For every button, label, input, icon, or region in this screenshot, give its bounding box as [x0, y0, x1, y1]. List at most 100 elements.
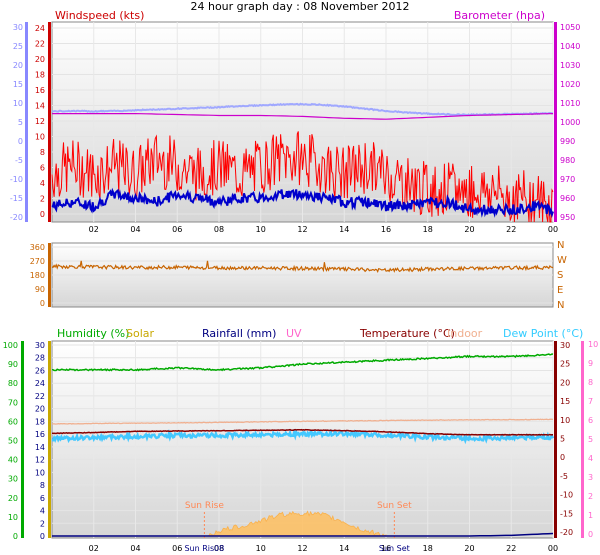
direction-left-axis-bar	[48, 243, 51, 307]
barometer-tick: 1020	[560, 80, 580, 89]
windspeed-tick: 6	[40, 164, 45, 173]
direction-grid	[52, 246, 553, 304]
secondary-tick: 18	[35, 417, 45, 426]
wind-hour-ticks: 02 04 06 08 10 12 14 16 18 20 22 00	[89, 225, 558, 234]
humidity-tick: 70	[8, 398, 18, 407]
barometer-tick: 970	[560, 175, 575, 184]
temperature-ticks: 30 25 20 15 10 5 0 -5 -10 -15 -20	[560, 341, 573, 537]
barometer-tick: 980	[560, 156, 575, 165]
uv-tick: 10	[588, 340, 598, 349]
sunset-axis-label: Sun Set	[379, 544, 410, 553]
humidity-left-axis-bar	[21, 341, 24, 538]
hour-tick: 14	[339, 544, 349, 553]
secondary-tick: 6	[40, 494, 45, 503]
windspeed-tick: 20	[35, 55, 45, 64]
temperature-tick: 5	[560, 435, 565, 444]
secondary-left-axis-bar	[48, 341, 51, 538]
sunrise-label: Sun Rise	[185, 501, 224, 511]
temperature-tick: -15	[560, 509, 573, 518]
temp-scale-tick: 25	[13, 42, 23, 51]
direction-tick: 270	[30, 257, 45, 266]
humidity-tick: 0	[13, 532, 18, 541]
barometer-ticks: 1050 1040 1030 1020 1010 1000 990 980 970 960 950	[560, 23, 580, 222]
temp-left-axis-bar	[25, 22, 28, 222]
uv-tick: 8	[588, 378, 593, 387]
barometer-tick: 950	[560, 213, 575, 222]
temperature-tick: 30	[560, 341, 570, 350]
compass-tick: N	[557, 300, 564, 311]
windspeed-tick: 2	[40, 195, 45, 204]
temp-scale-tick: -5	[15, 156, 23, 165]
secondary-tick: 24	[35, 379, 45, 388]
wind-baro-panel: Windspeed (kts) Barometer (hpa) 30252015…	[10, 9, 580, 234]
hour-tick: 04	[130, 544, 140, 553]
temp-scale-tick: -15	[10, 194, 23, 203]
temp-scale-tick: 5	[18, 118, 23, 127]
hour-tick: 06	[172, 544, 182, 553]
temperature-tick: 0	[560, 453, 565, 462]
windspeed-tick: 24	[35, 24, 45, 33]
uv-tick: 7	[588, 397, 593, 406]
humidity-tick: 90	[8, 360, 18, 369]
compass-tick: S	[557, 270, 563, 281]
temperature-right-axis-bar	[554, 341, 557, 538]
barometer-tick: 1040	[560, 42, 580, 51]
temperature-tick: -5	[560, 472, 568, 481]
secondary-tick: 4	[40, 507, 45, 516]
temperature-scale-ticks: 30 25 20 15 10 5 0 -5 -10 -15 -20	[10, 23, 23, 222]
humidity-hour-ticks: 02 04 06 08 10 12 14 16 18 20 22 00 Sun Ris08 Sun Set	[89, 544, 558, 553]
humidity-tick: 30	[8, 475, 18, 484]
wind-direction-line	[51, 260, 554, 274]
barometer-tick: 1030	[560, 61, 580, 70]
uv-tick: 4	[588, 454, 593, 463]
hour-tick: 12	[297, 225, 307, 234]
secondary-tick: 8	[40, 481, 45, 490]
hour-tick: 20	[464, 225, 474, 234]
direction-tick: 360	[30, 243, 45, 252]
temperature-tick: 10	[560, 416, 570, 425]
barometer-tick: 960	[560, 194, 575, 203]
humidity-tick: 60	[8, 417, 18, 426]
direction-tick: 0	[40, 299, 45, 308]
windspeed-tick: 10	[35, 133, 45, 142]
humidity-line	[52, 353, 554, 372]
direction-degree-ticks: 360 270 180 90 0	[30, 243, 45, 308]
uv-tick: 0	[588, 530, 593, 539]
indoor-label: Indoor	[447, 327, 483, 340]
indoor-temp-line	[51, 418, 554, 425]
hour-tick: 18	[423, 225, 433, 234]
sunset-label: Sun Set	[377, 501, 412, 511]
hour-tick: 10	[256, 544, 266, 553]
secondary-tick: 28	[35, 354, 45, 363]
temperature-tick: 15	[560, 397, 570, 406]
humidity-tick: 40	[8, 456, 18, 465]
temp-scale-tick: 10	[13, 99, 23, 108]
temp-scale-tick: 20	[13, 61, 23, 70]
uv-tick: 3	[588, 473, 593, 482]
humidity-temp-panel: Humidity (%) Solar Rainfall (mm) UV Temp…	[3, 327, 598, 553]
hour-tick: 12	[297, 544, 307, 553]
uv-tick: 1	[588, 511, 593, 520]
hour-tick: 20	[464, 544, 474, 553]
secondary-tick: 16	[35, 430, 45, 439]
hour-tick: 10	[256, 225, 266, 234]
temp-scale-tick: -20	[10, 213, 23, 222]
barometer-line	[52, 113, 554, 120]
temperature-tick: 20	[560, 378, 570, 387]
temp-scale-tick: 30	[13, 23, 23, 32]
humidity-tick: 10	[8, 513, 18, 522]
barometer-axis-label: Barometer (hpa)	[454, 9, 545, 22]
hour-tick: 02	[89, 225, 99, 234]
secondary-tick: 30	[35, 341, 45, 350]
chart-title: 24 hour graph day : 08 November 2012	[190, 0, 409, 13]
barometer-tick: 1050	[560, 23, 580, 32]
windspeed-tick: 22	[35, 40, 45, 49]
temperature-tick: 25	[560, 360, 570, 369]
hour-tick: 00	[548, 544, 558, 553]
secondary-tick: 12	[35, 456, 45, 465]
temperature-label: Temperature (°C)	[359, 327, 455, 340]
